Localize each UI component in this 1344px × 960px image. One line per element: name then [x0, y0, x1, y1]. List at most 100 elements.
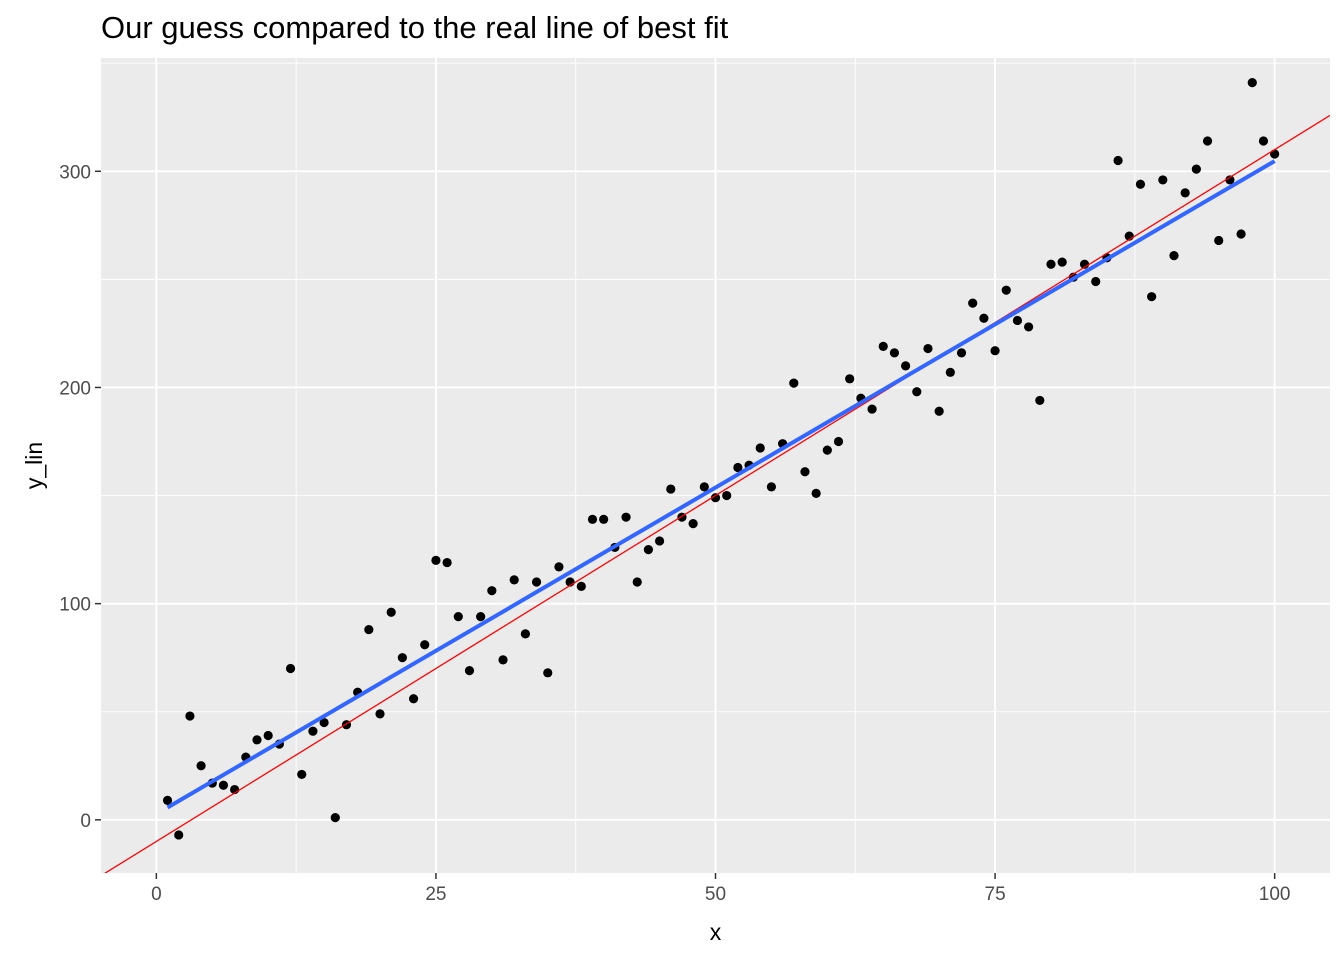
data-point	[364, 624, 374, 635]
data-point	[498, 655, 508, 665]
data-point	[979, 313, 989, 323]
data-point	[632, 577, 642, 587]
data-point	[934, 406, 944, 416]
data-point	[520, 629, 530, 639]
data-point	[867, 404, 877, 414]
data-point	[196, 761, 206, 771]
guess-line	[104, 114, 1330, 873]
data-point	[464, 666, 475, 676]
data-point	[297, 769, 307, 780]
chart-title: Our guess compared to the real line of b…	[101, 10, 729, 45]
data-point	[1147, 292, 1157, 302]
data-point	[252, 735, 262, 745]
data-point	[1012, 315, 1023, 326]
data-point	[1258, 136, 1269, 146]
data-point	[1046, 259, 1056, 269]
data-point	[408, 694, 419, 704]
data-point	[442, 557, 452, 568]
data-point	[431, 555, 441, 566]
data-point	[543, 668, 553, 678]
data-point	[487, 586, 497, 596]
data-point	[308, 726, 318, 736]
data-point	[1057, 257, 1067, 267]
data-point	[420, 640, 430, 650]
x-tick-label: 0	[151, 884, 162, 905]
data-point	[1158, 175, 1168, 185]
y-tick-label: 300	[59, 162, 91, 183]
data-point	[956, 348, 967, 358]
data-point	[185, 711, 195, 721]
fit-line	[166, 159, 1276, 810]
data-point	[531, 577, 542, 587]
data-point	[800, 467, 810, 477]
data-point	[822, 445, 832, 455]
data-point	[1035, 395, 1045, 406]
data-point	[901, 361, 911, 371]
data-point	[789, 378, 799, 388]
data-point	[1202, 136, 1213, 146]
data-point	[688, 519, 698, 529]
data-point	[811, 488, 821, 498]
data-point	[386, 607, 396, 617]
data-point	[755, 443, 765, 453]
x-tick-label: 100	[1259, 884, 1291, 905]
data-point	[733, 462, 743, 473]
data-point	[330, 813, 340, 823]
data-point	[576, 581, 586, 591]
x-tick-label: 50	[705, 884, 726, 905]
data-point	[1180, 188, 1190, 198]
x-axis-title: x	[710, 919, 722, 945]
data-point	[174, 830, 184, 840]
data-point	[968, 298, 978, 308]
data-point	[319, 717, 329, 728]
data-point	[1091, 276, 1101, 287]
data-point	[554, 562, 564, 572]
data-point	[1001, 285, 1011, 295]
data-point	[833, 436, 844, 447]
data-point	[621, 512, 631, 522]
data-point	[509, 575, 519, 585]
data-point	[375, 709, 385, 719]
data-point	[1113, 155, 1123, 166]
data-point	[766, 482, 777, 492]
data-point	[945, 367, 955, 377]
data-point	[1236, 229, 1246, 239]
data-point	[453, 612, 463, 622]
y-tick-label: 100	[59, 595, 91, 616]
data-layer	[104, 78, 1330, 873]
data-point	[263, 730, 273, 741]
data-point	[1214, 235, 1224, 246]
data-point	[990, 346, 1000, 356]
data-point	[1270, 149, 1280, 159]
data-point	[1247, 78, 1257, 88]
data-point	[1024, 322, 1034, 332]
data-point	[878, 341, 888, 351]
data-point	[666, 484, 676, 494]
data-point	[476, 612, 486, 622]
data-point	[1135, 179, 1146, 189]
data-point	[710, 493, 721, 503]
data-point	[397, 653, 407, 663]
data-point	[912, 387, 922, 397]
data-point	[1191, 164, 1201, 174]
data-point	[722, 490, 732, 501]
data-point	[923, 343, 933, 354]
x-tick-label: 25	[425, 884, 446, 905]
y-tick-label: 0	[80, 811, 91, 832]
data-point	[1169, 250, 1179, 261]
y-axis-title: y_lin	[21, 442, 47, 489]
data-point	[162, 795, 173, 805]
y-tick-label: 200	[59, 378, 91, 399]
data-point	[1225, 175, 1235, 185]
data-point	[654, 536, 665, 546]
data-point	[643, 544, 654, 555]
data-point	[218, 780, 229, 790]
data-point	[599, 514, 609, 524]
data-point	[889, 348, 900, 358]
data-point	[285, 663, 296, 674]
data-point	[587, 514, 598, 524]
data-point	[845, 374, 855, 384]
data-point	[699, 482, 709, 492]
